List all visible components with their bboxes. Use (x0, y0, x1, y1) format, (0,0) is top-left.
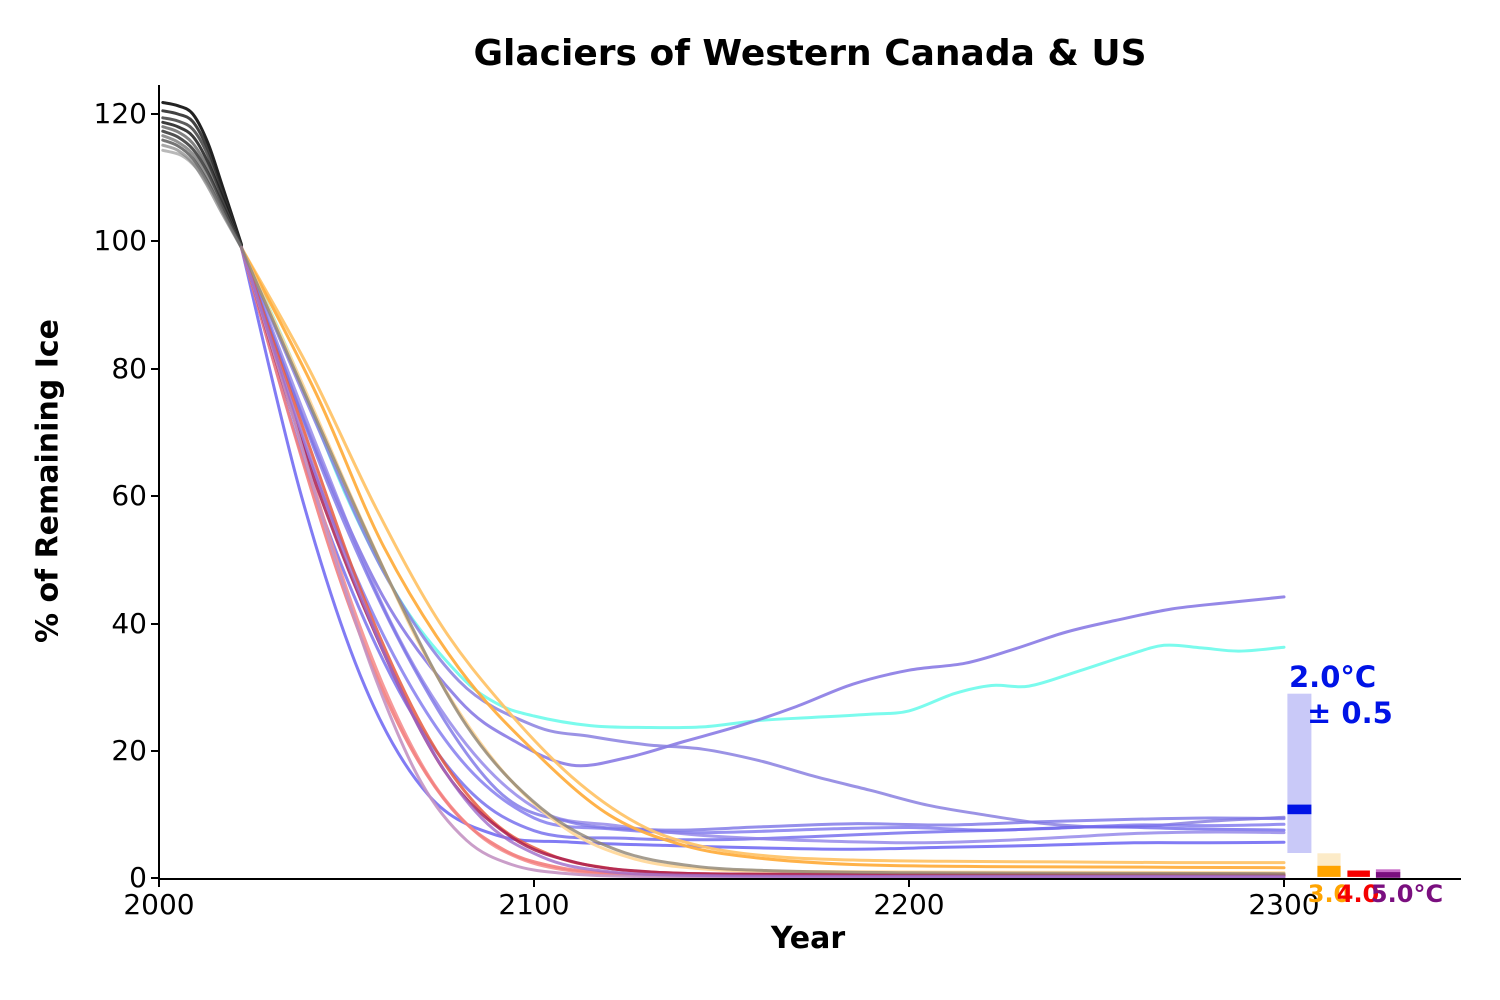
bar-4.0C-median (1347, 870, 1370, 877)
bar-2.0C-median (1287, 804, 1312, 815)
series-scenario-amber-b (240, 246, 1286, 870)
y-tick-120: 120 (93, 97, 147, 130)
bar-3.0C-band (1317, 853, 1341, 867)
annotation-2.0C: 2.0°C (1289, 660, 1377, 694)
annotation-5.0C: 5.0°C (1370, 880, 1444, 908)
summary-bars (1287, 693, 1401, 878)
series-scenario-violet (240, 246, 1286, 879)
series-scenario-blue-e (240, 246, 1286, 832)
series-scenario-salmon-a (240, 246, 1286, 879)
series-scenario-plum (240, 246, 1286, 879)
y-tick-80: 80 (111, 352, 147, 385)
series-scenario-blue-b (240, 246, 1286, 842)
series-scenario-amber-a (240, 246, 1286, 865)
bar-2.0C-band (1287, 693, 1312, 853)
y-tick-0: 0 (129, 861, 147, 894)
y-tick-20: 20 (111, 734, 147, 767)
series-scenario-amber-c (240, 246, 1286, 875)
y-tick-100: 100 (93, 224, 147, 257)
series-scenario-crimson (240, 246, 1286, 877)
series-scenario-redorange (240, 246, 1286, 877)
x-axis-label: Year (770, 921, 846, 956)
series-scenario-cyan (240, 246, 1286, 730)
bar-5.0C-band (1375, 869, 1401, 873)
annotation-3.0C: 3.0 (1307, 880, 1351, 908)
chart-title: Glaciers of Western Canada & US (473, 33, 1147, 74)
series-scenario-purple-rise (240, 246, 1286, 768)
series-scenario-salmon-b (240, 246, 1286, 879)
series-scenario-blue-a (240, 246, 1286, 835)
annotation-4.0C: 4.0 (1336, 880, 1380, 908)
x-tick-2000: 2000 (123, 888, 195, 921)
bar-3.0C-median (1317, 865, 1341, 877)
x-tick-2200: 2200 (873, 888, 945, 921)
y-tick-60: 60 (111, 479, 147, 512)
x-tick-2100: 2100 (498, 888, 570, 921)
x-tick-2300: 2300 (1248, 888, 1320, 921)
y-axis-label: % of Remaining Ice (30, 318, 66, 644)
series-historical-10 (161, 148, 243, 250)
annotation-2.0C-uncertainty: ± 0.5 (1307, 696, 1393, 730)
line-series (161, 101, 1286, 879)
axes (151, 85, 1461, 887)
series-scenario-purple-mid (240, 246, 1286, 829)
series-scenario-blue-c (240, 246, 1286, 851)
bar-5.0C-median (1375, 872, 1401, 878)
y-tick-40: 40 (111, 607, 147, 640)
series-scenario-gray (240, 246, 1286, 876)
